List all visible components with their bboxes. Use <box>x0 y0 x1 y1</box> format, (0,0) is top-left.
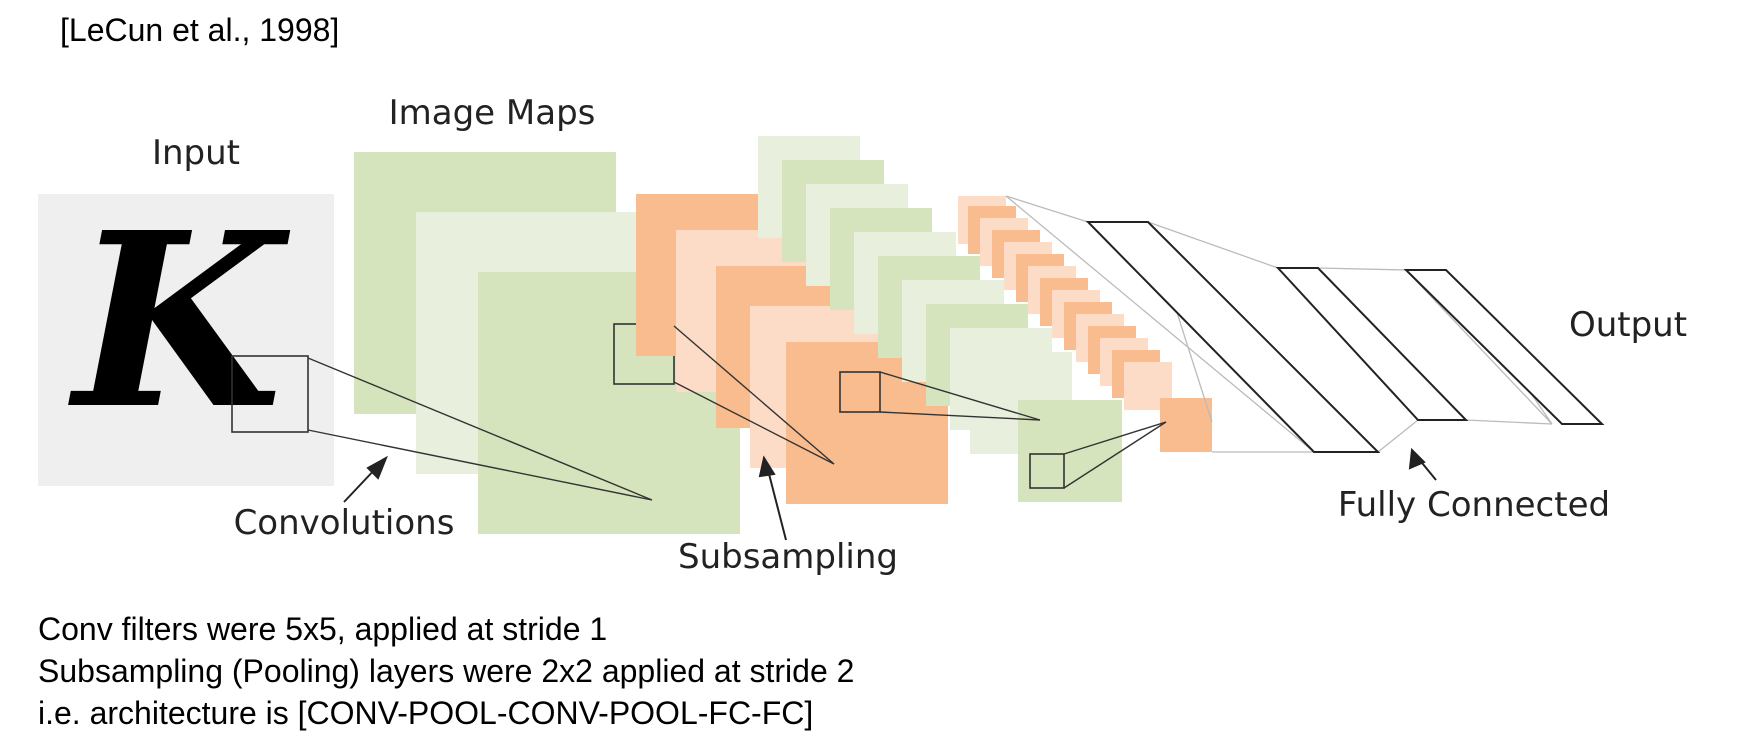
fc-layer-1 <box>1085 221 1381 453</box>
conv2-proj-line-2 <box>879 411 1041 421</box>
pool-proj-line-2 <box>673 381 835 465</box>
input-label: Input <box>152 133 240 173</box>
fc-layer-2 <box>1275 267 1469 421</box>
subsampling-label: Subsampling <box>678 537 898 577</box>
note-line: i.e. architecture is [CONV-POOL-CONV-POO… <box>38 695 814 731</box>
note-line: Conv filters were 5x5, applied at stride… <box>38 611 608 647</box>
input-receptive-field <box>231 355 309 433</box>
fully-connected-label: Fully Connected <box>1338 485 1610 525</box>
s4-map-16 <box>1160 398 1212 452</box>
arrows <box>343 447 1437 541</box>
c3-map-11 <box>1018 400 1122 502</box>
input-panel <box>38 194 334 486</box>
conv-proj-line-1 <box>307 357 653 501</box>
pool2-proj-line-2 <box>1063 421 1167 489</box>
output-label: Output <box>1569 305 1687 345</box>
s2-receptive-field <box>839 371 881 413</box>
pool-proj-line-1 <box>673 325 835 465</box>
subsampling-arrow <box>767 469 787 541</box>
output-layer <box>1403 269 1605 425</box>
subsampling-arrowhead <box>758 455 776 478</box>
conv-proj-line-2 <box>307 429 653 501</box>
input-glyph: K <box>68 180 291 462</box>
convolutions-label: Convolutions <box>234 503 455 543</box>
citation: [LeCun et al., 1998] <box>60 12 340 48</box>
notes: Conv filters were 5x5, applied at stride… <box>38 608 854 734</box>
convolutions-arrowhead <box>366 455 388 480</box>
pool2-proj-line-1 <box>1063 421 1167 455</box>
fully-connected-arrowhead <box>1408 447 1426 470</box>
c3-receptive-field <box>1029 453 1065 489</box>
conv2-proj-line-1 <box>879 371 1041 421</box>
note-line: Subsampling (Pooling) layers were 2x2 ap… <box>38 653 855 689</box>
image-maps-label: Image Maps <box>389 93 596 133</box>
